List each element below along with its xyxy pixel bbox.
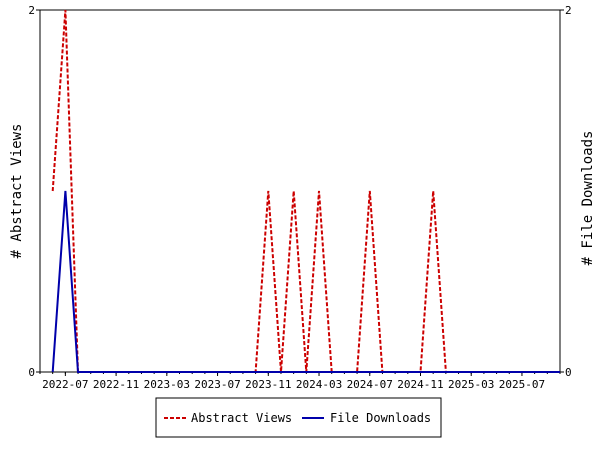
series-line-file-downloads xyxy=(51,190,560,373)
left-y-tick-min: 0 xyxy=(28,366,35,379)
legend-label-file-downloads: File Downloads xyxy=(330,411,431,425)
left-axis-title: # Abstract Views xyxy=(9,124,25,259)
x-tick-label: 2024-03 xyxy=(296,378,342,391)
x-tick-label: 2025-07 xyxy=(499,378,545,391)
plot-area xyxy=(39,9,561,373)
x-tick-label: 2022-07 xyxy=(42,378,88,391)
x-tick-label: 2022-11 xyxy=(93,378,139,391)
left-y-tick-max: 2 xyxy=(28,4,35,17)
right-y-tick-max: 2 xyxy=(565,4,572,17)
x-tick-label: 2023-11 xyxy=(245,378,291,391)
legend-box xyxy=(155,397,442,438)
x-tick-label: 2024-07 xyxy=(347,378,393,391)
legend-label-abstract-views: Abstract Views xyxy=(191,411,292,425)
x-tick-label: 2023-07 xyxy=(194,378,240,391)
x-axis: 2022-07 2022-11 2023-03 2023-07 2023-11 2024-… xyxy=(39,372,561,391)
legend: Abstract Views File Downloads xyxy=(155,397,442,438)
x-tick-label: 2024-11 xyxy=(397,378,443,391)
x-tick-label: 2025-03 xyxy=(448,378,494,391)
right-y-tick-min: 0 xyxy=(565,366,572,379)
right-axis-title: # File Downloads xyxy=(580,131,596,266)
series-layer xyxy=(51,9,560,373)
x-tick-label: 2023-03 xyxy=(144,378,190,391)
